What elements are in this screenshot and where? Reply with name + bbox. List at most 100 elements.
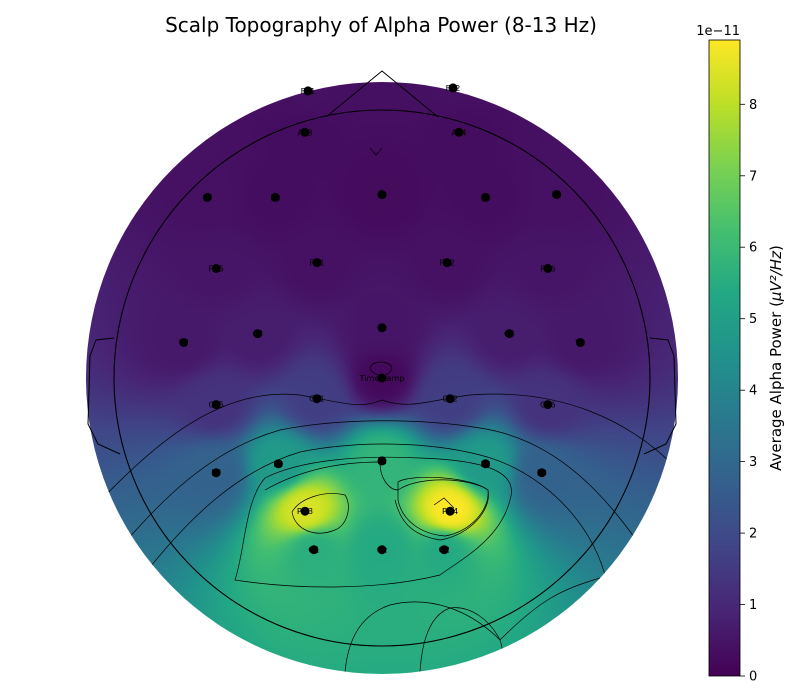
electrode-marker-fc5 [211,264,221,273]
contour-level-3 [139,443,606,581]
colorbar-label: Average Alpha Power (μV²/Hz) [767,245,785,471]
electrode-marker-o2 [439,545,449,555]
contour-level-4 [234,456,512,588]
electrode-label-timestamp: Timestamp [359,374,405,383]
colorbar-exponent: 1e−11 [696,24,740,39]
electrode-marker-oz [377,545,387,555]
electrode-label-c3: C3 [252,330,263,339]
electrode-label-cp1: CP1 [309,395,325,404]
colorbar-tick-label-1: 1 [749,598,757,613]
electrode-marker-o1 [309,545,319,555]
electrode-marker-c4 [504,329,514,339]
electrode-marker-fz [377,190,387,199]
contour-level-9 [344,577,601,673]
electrode-label-f4: F4 [481,193,491,202]
head-outline [113,109,651,647]
electrode-label-o2: O2 [439,546,450,555]
contour-level-7 [397,476,489,537]
electrode-marker-f8 [552,190,562,199]
colorbar-label-main: Average Alpha Power ( [767,301,785,471]
chart-title: Scalp Topography of Alpha Power (8-13 Hz… [165,13,597,37]
electrode-label-p7: P7 [211,469,221,478]
contour-level-6 [291,493,349,534]
colorbar-tick-label-5: 5 [749,312,757,327]
electrode-label-p3: P3 [273,460,283,469]
colorbar-tick-label-8: 8 [749,98,757,113]
colorbar-tick-label-0: 0 [749,670,757,685]
electrode-marker-fp2 [448,83,458,93]
contour-level-11 [369,361,393,376]
electrode-marker-af3 [300,127,310,137]
electrode-marker-t7 [179,338,189,347]
electrode-marker-fc1 [312,258,322,268]
topomap: Fp1 Fp2 AF3 AF4 F7 F3 Fz F4 F8 FC5 FC1 FC2 FC6 T7 C3 Cz… [86,70,678,674]
colorbar-tick-label-3: 3 [749,455,757,470]
colorbar-gradient [708,39,741,677]
colorbar-tick-label-6: 6 [749,241,757,256]
electrode-marker-p3 [273,459,283,469]
electrode-label-fc6: FC6 [540,265,555,274]
electrode-label-af3: AF3 [297,128,312,137]
electrode-marker-c3 [253,329,263,339]
electrode-label-po3: PO3 [297,507,313,516]
electrode-layer: Fp1 Fp2 AF3 AF4 F7 F3 Fz F4 F8 FC5 FC1 FC2 FC6 T7 C3 Cz… [178,83,585,555]
electrode-label-cz: Cz [377,324,387,333]
electrode-marker-cp5 [211,400,221,410]
electrode-marker-f4 [481,192,491,202]
electrode-marker-cz [377,323,387,333]
right-ear [643,337,677,455]
electrode-label-fc2: FC2 [439,259,454,268]
colorbar-ticks: 0 1 2 3 4 5 6 7 8 [740,98,757,685]
electrode-marker-fp1 [303,86,313,96]
colorbar-label-unit: μV²/Hz [767,250,785,302]
electrode-label-p4: P4 [481,460,491,469]
colorbar: 0 1 2 3 4 5 6 7 8 1e−11 Average Alpha Power (μV²… [696,24,785,685]
electrode-label-fc1: FC1 [309,259,324,268]
colorbar-tick-label-7: 7 [749,169,757,184]
electrode-marker-timestamp [377,373,387,383]
electrode-label-af4: AF4 [451,128,466,137]
electrode-marker-af4 [454,127,464,137]
electrode-label-o1: O1 [308,546,319,555]
electrode-label-fp2: Fp2 [446,84,461,93]
electrode-marker-cp2 [445,394,455,404]
electrode-label-po4: PO4 [442,507,458,516]
electrode-marker-p4 [481,459,491,469]
electrode-label-f7: F7 [203,193,213,202]
electrode-marker-p7 [211,468,221,478]
contour-level-5 [264,461,489,541]
electrode-label-f3: F3 [271,193,281,202]
nose-outline [325,70,439,118]
electrode-marker-cp1 [312,394,322,404]
electrode-marker-f3 [270,192,280,202]
electrode-label-c4: C4 [504,330,515,339]
electrode-label-fc5: FC5 [209,265,224,274]
electrode-marker-cp6 [543,400,553,410]
electrode-label-cp2: CP2 [442,395,458,404]
electrode-label-fp1: Fp1 [301,87,316,96]
electrode-label-f8: F8 [552,191,562,200]
electrode-label-cp6: CP6 [540,401,556,410]
electrode-label-p8: P8 [537,469,547,478]
electrode-marker-po3 [300,506,310,516]
electrode-label-t8: T8 [574,339,585,348]
nose-contour [369,147,383,156]
electrode-marker-fc6 [543,264,553,273]
contour-level-1 [86,393,678,516]
left-ear [87,337,121,455]
electrode-marker-po4 [445,506,455,516]
electrode-marker-p8 [537,468,547,478]
electrode-label-pz: Pz [377,457,386,466]
contour-level-2 [109,420,651,561]
electrode-marker-f7 [202,192,212,202]
electrode-marker-fc2 [442,258,452,268]
electrode-label-oz: Oz [377,546,388,555]
electrode-marker-pz [377,456,387,466]
colorbar-tick-label-2: 2 [749,527,757,542]
colorbar-label-end: ) [767,245,785,251]
electrode-marker-t8 [575,338,585,347]
electrode-label-cp5: CP5 [208,401,224,410]
contour-level-8 [433,497,455,509]
colorbar-tick-label-4: 4 [749,384,757,399]
